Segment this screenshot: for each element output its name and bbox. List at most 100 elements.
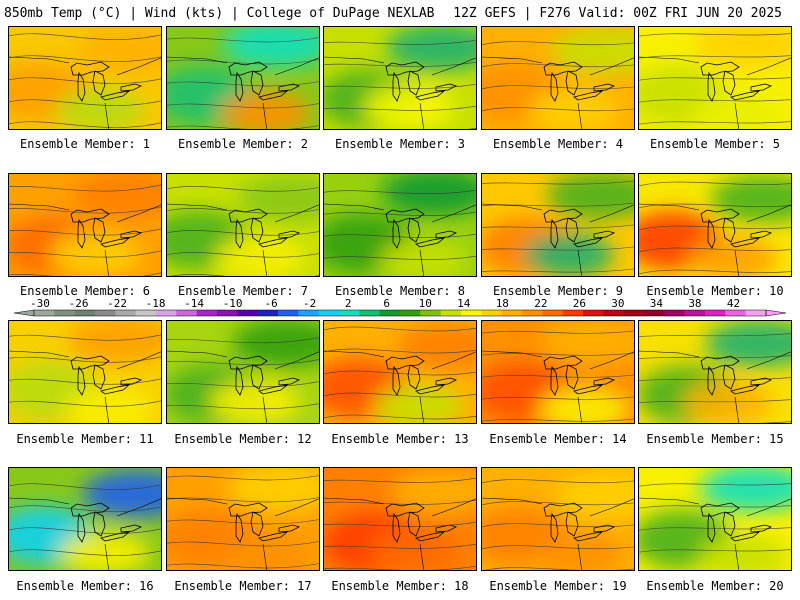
height-contour [639,527,791,531]
ensemble-map-panel [481,26,635,130]
height-contour [482,268,634,273]
ensemble-member-label: Ensemble Member: 9 [492,284,624,298]
height-contour [639,121,791,125]
colorbar-swatch [156,310,177,316]
ensemble-map-panel [8,173,162,277]
colorbar-swatch [562,310,584,316]
colorbar-swatch [237,310,259,316]
ensemble-map-panel [638,26,792,130]
height-contour [324,233,476,238]
temperature-map [639,468,791,570]
temperature-map [167,468,319,570]
colorbar-right-arrow [765,309,787,317]
temperature-region [225,535,315,570]
ensemble-map-panel [638,467,792,571]
height-contour [169,274,319,276]
temperature-map [639,321,791,423]
temperature-region [695,27,791,69]
temperature-region [529,88,619,129]
political-border [9,203,161,276]
colorbar-swatch [745,310,767,316]
height-contour [482,479,634,484]
colorbar-tick-label: 18 [496,298,509,310]
temperature-region [65,387,155,423]
colorbar-tick-label: 42 [727,298,740,310]
political-border [324,203,476,276]
temperature-region [541,321,634,364]
height-contour [482,374,634,378]
colorbar-tick-label: -14 [184,298,204,310]
colorbar-swatch [74,310,96,316]
height-contour [9,121,161,128]
temperature-map [9,174,161,276]
height-contour [639,355,791,359]
ensemble-member-label: Ensemble Member: 4 [492,137,624,151]
height-contour [167,475,319,481]
height-contour [324,39,476,45]
ensemble-map-panel [8,320,162,424]
height-contour [167,125,319,129]
height-contour [324,370,476,376]
great-lakes-outline [543,502,616,543]
temperature-map [324,174,476,276]
colorbar-swatch [298,310,320,316]
height-contour [167,563,319,569]
temperature-region [220,91,310,129]
height-contour [639,549,791,553]
colorbar-swatch [461,310,482,316]
colorbar-swatch [217,310,238,316]
great-lakes-outline [70,355,143,396]
height-contour [482,501,634,506]
political-border [639,203,791,276]
temperature-map [167,321,319,423]
height-contour [324,414,476,420]
temperature-map [482,468,634,570]
colorbar-tick-label: 2 [345,298,352,310]
colorbar-tick-label: 34 [650,298,664,310]
great-lakes-outline [385,208,458,249]
colorbar-swatch [176,310,198,316]
ensemble-member-label: Ensemble Member: 14 [489,432,627,446]
political-border [9,56,161,129]
temperature-region [705,321,791,368]
height-contour [324,392,476,398]
temperature-region [546,174,634,220]
height-contour [9,250,161,258]
political-border [482,350,634,423]
ensemble-member-label: Ensemble Member: 11 [16,432,154,446]
height-contour [9,33,161,40]
temperature-region [82,470,161,518]
colorbar-swatch [501,310,523,316]
ensemble-map-panel [166,320,320,424]
temperature-region [72,174,161,219]
colorbar-tick-label: -22 [107,298,127,310]
colorbar-swatch [522,310,543,316]
height-contour [639,247,791,253]
colorbar-swatch [623,310,645,316]
temperature-map [9,27,161,129]
ensemble-member-label: Ensemble Member: 10 [646,284,784,298]
political-border [167,203,319,276]
temperature-region [215,236,305,276]
ensemble-map-panel [481,467,635,571]
height-contour [9,55,161,62]
height-contour [639,203,791,209]
ensemble-map-panel [8,467,162,571]
ensemble-member-label: Ensemble Member: 13 [331,432,469,446]
ensemble-member-label: Ensemble Member: 12 [174,432,312,446]
temperature-colorbar: -30 -26 -22 -18 -14 -10 -6 -2 2 6 10 14 18 22 26 30 34 38… [13,298,787,317]
temperature-map [9,468,161,570]
temperature-region [700,468,791,512]
political-border [324,350,476,423]
height-contour [324,348,476,354]
colorbar-swatch [400,310,421,316]
height-contour [482,202,634,207]
ensemble-member-label: Ensemble Member: 18 [331,579,469,593]
colorbar-swatch [54,310,76,316]
colorbar-tick-label: 30 [611,298,624,310]
height-contour [482,180,634,185]
ensemble-member-label: Ensemble Member: 16 [16,579,154,593]
height-contour [324,189,476,194]
ensemble-map-panel [638,320,792,424]
great-lakes-outline [543,208,616,249]
